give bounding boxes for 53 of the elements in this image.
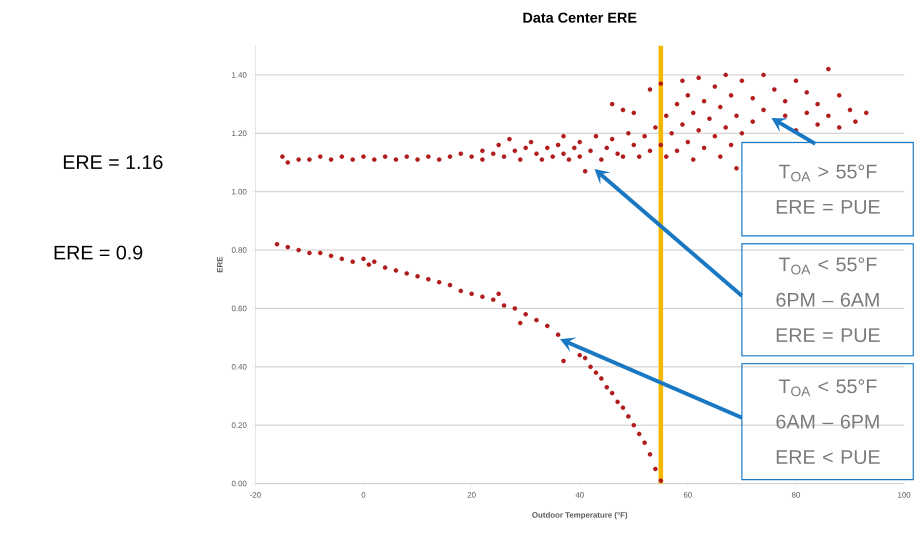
point <box>496 292 501 296</box>
point <box>426 277 431 282</box>
point <box>599 376 604 382</box>
chart-title: Data Center ERE <box>523 12 636 23</box>
point <box>653 466 658 472</box>
point <box>512 306 518 311</box>
point <box>458 288 464 294</box>
point <box>631 423 636 428</box>
point <box>469 292 474 296</box>
point <box>534 318 539 323</box>
point <box>577 353 582 358</box>
annotation: T$_{OA}$ > 55°F ERE = PUE <box>776 164 880 214</box>
point <box>561 358 566 364</box>
point <box>658 478 664 484</box>
point <box>610 391 614 396</box>
point <box>594 370 598 376</box>
point <box>480 294 485 300</box>
text: ERE = 0.9 <box>54 246 142 260</box>
point <box>545 324 550 328</box>
point <box>307 250 312 256</box>
point <box>318 250 323 256</box>
point <box>382 266 388 270</box>
point <box>296 248 301 253</box>
point <box>361 256 366 262</box>
point <box>436 280 442 285</box>
point <box>274 242 280 247</box>
point <box>518 320 523 326</box>
point <box>490 298 496 302</box>
point <box>340 256 344 262</box>
point <box>448 283 452 288</box>
point <box>523 312 528 317</box>
point <box>502 303 506 308</box>
point <box>626 414 631 419</box>
annotation: T$_{OA}$ < 55°F 6AM – 6PM ERE < PUE <box>776 380 880 464</box>
point <box>582 356 588 361</box>
point <box>588 364 593 370</box>
point <box>648 452 652 457</box>
point <box>415 274 420 279</box>
point <box>620 406 626 410</box>
point <box>636 432 642 436</box>
point <box>286 245 290 250</box>
point <box>615 400 620 404</box>
point <box>394 268 398 274</box>
point <box>372 260 377 264</box>
point <box>366 262 372 268</box>
annotation: T$_{OA}$ < 55°F 6PM – 6AM ERE = PUE <box>776 258 880 342</box>
point <box>404 271 410 276</box>
point <box>328 254 334 258</box>
point <box>556 332 560 338</box>
point <box>604 385 610 390</box>
point <box>350 260 355 264</box>
point <box>642 440 647 446</box>
text: ERE = 1.16 <box>64 155 163 170</box>
